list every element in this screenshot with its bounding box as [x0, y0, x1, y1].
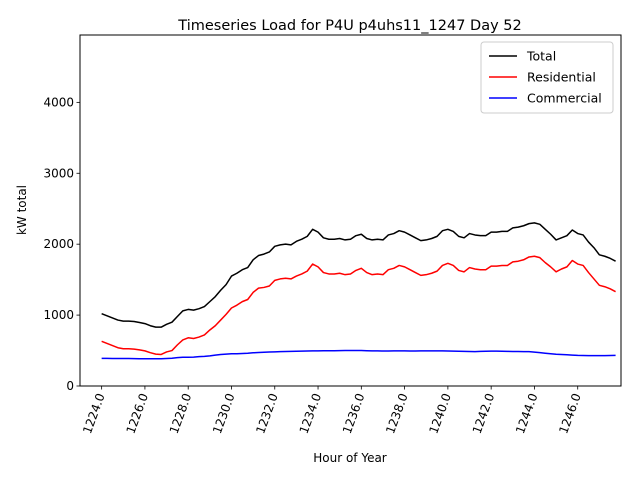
legend: Total Residential Commercial: [480, 41, 614, 114]
y-axis-label: kW total: [15, 185, 29, 235]
y-tick-label: 4000: [43, 95, 74, 109]
legend-label-commercial: Commercial: [527, 91, 602, 106]
y-tick-label: 3000: [43, 166, 74, 180]
plot-frame: [79, 34, 622, 387]
legend-box: [480, 41, 614, 114]
series-line-commercial: [101, 349, 616, 360]
legend-label-total: Total: [526, 49, 556, 64]
series-line-total: [101, 222, 616, 328]
y-tick-label: 2000: [43, 237, 74, 251]
series-line-residential: [101, 255, 616, 356]
x-axis-label: Hour of Year: [313, 451, 387, 465]
y-tick-label: 1000: [43, 308, 74, 322]
chart-title: Timeseries Load for P4U p4uhs11_1247 Day…: [177, 18, 521, 34]
y-axis-ticks: 0 1000 2000 3000 4000: [43, 95, 80, 393]
legend-label-residential: Residential: [527, 70, 596, 85]
series-layer: [101, 222, 616, 360]
y-tick-label: 0: [66, 379, 74, 393]
